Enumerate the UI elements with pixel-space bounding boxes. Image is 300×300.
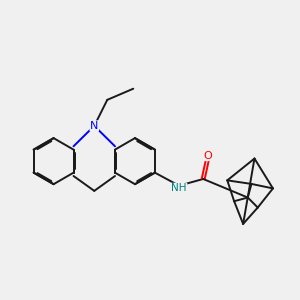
Text: O: O [203,151,212,160]
Text: NH: NH [171,183,187,193]
Text: N: N [90,121,98,131]
